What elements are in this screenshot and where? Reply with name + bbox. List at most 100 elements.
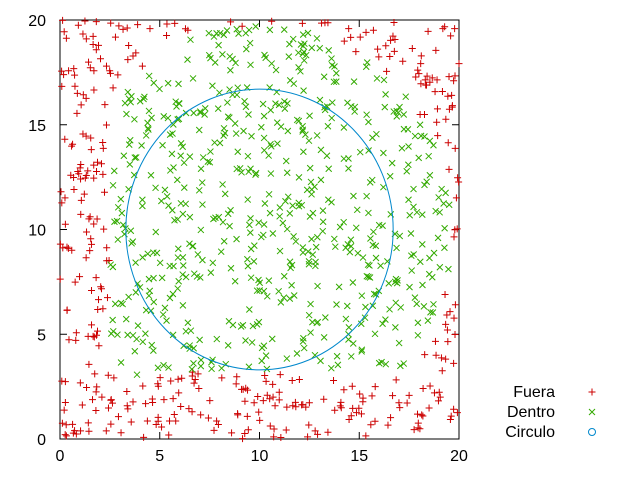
point-fuera	[269, 393, 277, 401]
point-dentro	[323, 103, 331, 110]
point-dentro	[207, 148, 214, 155]
point-dentro	[267, 142, 275, 150]
point-fuera	[367, 421, 375, 429]
point-dentro	[300, 87, 307, 94]
point-dentro	[392, 323, 399, 331]
point-dentro	[436, 208, 444, 216]
point-dentro	[358, 292, 366, 300]
point-dentro	[157, 197, 165, 205]
point-dentro	[125, 293, 132, 301]
point-fuera	[450, 405, 458, 413]
point-fuera	[266, 422, 274, 430]
legend-label-fuera: Fuera	[513, 384, 555, 401]
point-dentro	[371, 330, 379, 338]
point-dentro	[288, 281, 295, 289]
point-dentro	[426, 171, 434, 179]
point-dentro	[114, 331, 121, 339]
point-dentro	[224, 341, 232, 349]
point-dentro	[245, 221, 253, 229]
point-dentro	[244, 152, 252, 160]
point-fuera	[85, 360, 93, 368]
point-fuera	[345, 416, 353, 424]
point-dentro	[227, 206, 234, 214]
point-fuera	[447, 32, 455, 40]
point-dentro	[242, 45, 250, 53]
point-dentro	[308, 235, 315, 243]
point-fuera	[82, 254, 90, 262]
point-fuera	[261, 372, 269, 380]
point-fuera	[266, 395, 274, 403]
point-dentro	[156, 85, 163, 93]
point-dentro	[260, 134, 268, 142]
point-dentro	[201, 111, 208, 118]
point-dentro	[350, 192, 357, 200]
point-dentro	[174, 116, 182, 123]
point-dentro	[372, 254, 380, 262]
point-fuera	[119, 25, 127, 33]
point-dentro	[186, 153, 194, 160]
point-fuera	[170, 410, 178, 418]
point-fuera	[82, 35, 90, 43]
point-fuera	[444, 92, 452, 100]
point-fuera	[102, 427, 110, 435]
y-tick-label-5: 5	[37, 327, 46, 344]
point-fuera	[74, 21, 82, 29]
point-dentro	[424, 317, 432, 324]
point-dentro	[332, 69, 340, 77]
point-dentro	[263, 292, 271, 300]
point-fuera	[143, 417, 151, 425]
point-dentro	[139, 338, 147, 346]
point-dentro	[307, 178, 315, 186]
point-fuera	[72, 336, 80, 344]
point-dentro	[136, 283, 144, 291]
point-fuera	[255, 408, 263, 416]
point-dentro	[328, 198, 335, 206]
point-fuera	[99, 305, 107, 313]
point-dentro	[169, 331, 177, 339]
point-fuera	[61, 378, 69, 386]
point-fuera	[140, 433, 148, 441]
point-dentro	[432, 207, 440, 215]
point-dentro	[335, 283, 343, 291]
point-dentro	[118, 209, 126, 217]
point-fuera	[85, 58, 93, 66]
point-dentro	[300, 334, 307, 342]
point-fuera	[77, 196, 85, 204]
point-fuera	[77, 101, 85, 109]
point-dentro	[139, 254, 146, 261]
point-dentro	[114, 203, 122, 211]
point-dentro	[241, 97, 248, 105]
point-dentro	[308, 44, 316, 52]
point-dentro	[142, 330, 149, 337]
point-dentro	[150, 298, 158, 306]
point-fuera	[445, 73, 453, 81]
point-dentro	[247, 61, 254, 69]
point-dentro	[372, 291, 380, 298]
point-fuera	[387, 36, 395, 44]
point-fuera	[62, 432, 70, 440]
point-fuera	[348, 382, 356, 390]
point-dentro	[298, 201, 306, 209]
point-fuera	[68, 246, 76, 254]
point-fuera	[111, 33, 119, 41]
point-dentro	[244, 262, 252, 270]
point-fuera	[408, 44, 416, 52]
point-dentro	[174, 216, 182, 223]
point-dentro	[380, 76, 388, 84]
point-dentro	[246, 229, 254, 236]
point-dentro	[347, 236, 355, 244]
point-dentro	[269, 230, 277, 237]
y-tick-label-0: 0	[37, 432, 46, 449]
point-dentro	[274, 140, 281, 147]
point-fuera	[305, 421, 313, 429]
point-fuera	[88, 286, 96, 294]
point-dentro	[159, 141, 166, 149]
point-dentro	[252, 171, 259, 178]
point-dentro	[299, 31, 307, 39]
point-fuera	[446, 308, 454, 316]
point-dentro	[166, 294, 174, 302]
point-fuera	[239, 385, 247, 393]
point-fuera	[76, 273, 84, 281]
point-dentro	[125, 95, 133, 103]
point-fuera	[442, 320, 450, 328]
